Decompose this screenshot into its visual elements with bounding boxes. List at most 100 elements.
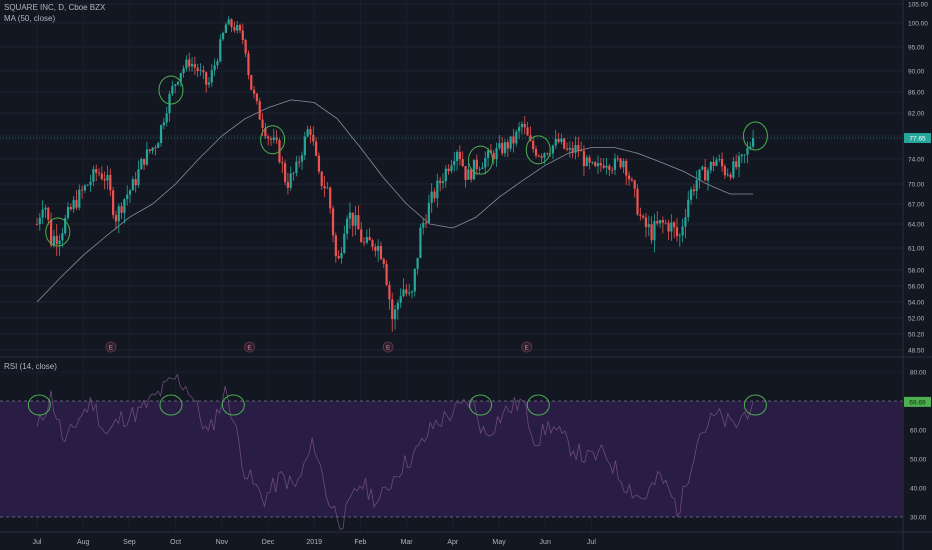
candle-body [523,123,526,128]
time-tick-label: 2019 [306,539,322,546]
candle-body [238,25,242,31]
candle-body [588,157,591,163]
price-tick-label: 48.50 [908,348,925,355]
candle-body [689,189,693,200]
candle-body [577,145,580,151]
candle-body [377,246,380,251]
candle-body [667,222,670,232]
time-tick-label: Jun [540,539,551,546]
candle-body [636,188,639,215]
candle-body [529,135,532,141]
candle-body [467,169,470,180]
candle-body [159,125,163,144]
candle-body [470,169,473,180]
candle-body [568,147,571,150]
candle-body [357,215,360,230]
candle-body [670,222,673,232]
candle-body [55,236,58,245]
price-tick-label: 105.00 [908,2,928,9]
candle-body [709,162,712,171]
candle-body [726,174,729,176]
candle-body [481,167,484,169]
candle-body [275,137,278,141]
candle-body [360,229,363,243]
candle-body [503,142,507,154]
rsi-tick-label: 30.00 [910,515,927,522]
candle-body [269,138,273,140]
rsi-annotation-circle [27,394,51,416]
candle-body [298,161,301,163]
candle-body [436,180,439,199]
rsi-axis[interactable]: 80.00 60.00 50.00 40.00 30.00 [910,370,927,522]
candle-body [329,187,332,209]
candle-body [351,212,354,226]
candle-body [656,221,659,224]
candle-body [540,156,543,158]
symbol-legend[interactable]: SQUARE INC, D, Cboe BZX [4,3,106,12]
candle-body [289,173,292,188]
candle-body [145,149,149,165]
candle-body [622,160,625,168]
candle-body [348,212,352,219]
candle-body [81,189,84,191]
candle-body [413,268,416,292]
candle-body [374,246,377,251]
candle-body [306,129,309,137]
candle-body [354,215,357,226]
candle-body [250,75,253,90]
candle-body [492,152,495,160]
candle-body [464,166,467,180]
candle-body [729,174,732,178]
candle-body [315,141,318,156]
rsi-line [36,373,754,530]
candle-body [388,284,391,300]
candle-body [128,190,132,195]
time-axis[interactable]: Jul Aug Sep Oct Nov Dec 2019 Feb Mar Apr May Jun Jul [33,539,597,546]
candle-body [571,147,574,153]
price-tick-label: 64.00 [908,222,925,229]
rsi-indicator-legend[interactable]: RSI (14, close) [4,362,57,371]
price-tick-label: 74.00 [908,157,925,164]
candle-body [673,222,676,228]
candle-body [326,187,329,189]
candle-body [453,160,456,166]
price-tick-label: 58.00 [908,268,925,275]
candle-body [611,169,614,171]
ma-indicator-legend[interactable]: MA (50, close) [4,14,56,23]
candle-body [247,53,250,76]
candle-body [331,208,335,236]
last-price-value: 77.65 [909,136,926,143]
candle-body [283,163,287,183]
candle-body [752,138,755,147]
earnings-marker-label: E [525,345,530,352]
candle-body [596,163,600,167]
candle-body [630,179,633,181]
candle-body [210,70,213,83]
candle-body [207,82,211,85]
candle-body [475,159,478,170]
candle-body [684,217,687,227]
candle-body [616,158,619,160]
candle-body [723,166,727,176]
candle-body [182,68,185,74]
candle-body [334,235,337,256]
candle-body [450,165,453,172]
candle-body [143,158,146,165]
candle-body [86,184,89,186]
time-tick-label: Nov [216,539,229,546]
candle-body [230,19,233,28]
candle-body [396,302,399,310]
candle-body [362,242,366,243]
candle-body [627,175,631,180]
rsi-overbought-oversold-band [0,400,903,518]
candle-body [179,73,182,82]
candle-body [405,289,408,294]
price-annotation-circle [742,121,768,151]
candle-body [258,101,261,120]
candle-body [44,207,47,210]
candle-body [241,30,244,40]
candle-body [639,214,642,216]
candle-body [565,148,569,150]
candle-body [255,93,259,102]
